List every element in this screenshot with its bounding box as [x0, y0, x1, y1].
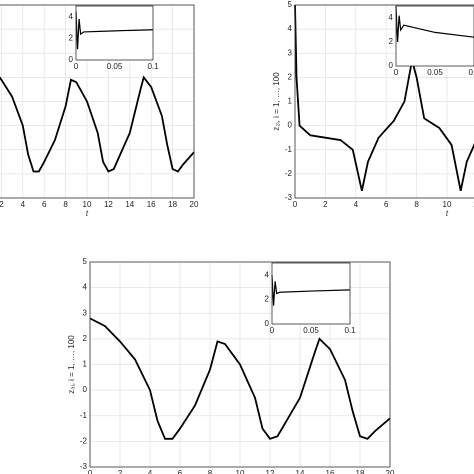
y-tick-label: 2 — [288, 72, 293, 81]
y-tick-label: 1 — [83, 360, 88, 369]
x-tick-label: 16 — [147, 200, 156, 209]
x-tick-label: 4 — [354, 200, 359, 209]
y-tick-label: 4 — [288, 24, 293, 33]
x-tick-label: 6 — [42, 200, 47, 209]
x-tick-label: 14 — [296, 469, 305, 474]
y-axis-label: z₃ᵢ, i = 1, …, 100 — [67, 335, 76, 394]
inset-frame — [75, 5, 154, 61]
data-line — [0, 75, 195, 173]
x-tick-label: 2 — [323, 200, 328, 209]
x-tick-label: 10 — [83, 200, 92, 209]
x-tick-label: 2 — [118, 469, 123, 474]
x-tick-label: 12 — [104, 200, 113, 209]
inset-background — [76, 6, 153, 60]
x-tick-label: 0 — [88, 469, 93, 474]
y-tick-label: 4 — [83, 283, 88, 292]
x-tick-label: 18 — [168, 200, 177, 209]
x-tick-label: 0 — [293, 200, 298, 209]
y-tick-label: 0 — [288, 121, 293, 130]
inset-line — [395, 5, 474, 43]
inset-frame — [395, 5, 474, 67]
y-tick-label: 0 — [265, 319, 270, 328]
x-tick-label: 0.1 — [344, 326, 356, 335]
axes-frame — [89, 261, 391, 468]
x-tick-label: 0 — [394, 68, 399, 77]
inset-line — [75, 11, 154, 50]
data-line — [294, 4, 474, 191]
x-tick-label: 0.05 — [427, 68, 443, 77]
y-tick-label: -2 — [80, 436, 88, 445]
axes-frame — [294, 4, 474, 199]
y-tick-label: 2 — [389, 37, 394, 46]
x-tick-label: 0 — [74, 62, 79, 71]
x-tick-label: 16 — [326, 469, 335, 474]
x-tick-label: 20 — [386, 469, 395, 474]
y-tick-label: 3 — [83, 308, 88, 317]
x-tick-label: 0.05 — [303, 326, 319, 335]
x-tick-label: 6 — [384, 200, 389, 209]
x-axis-label: t — [86, 209, 89, 218]
x-tick-label: 0 — [270, 326, 275, 335]
y-tick-label: 4 — [265, 270, 270, 279]
y-tick-label: -3 — [285, 193, 293, 202]
x-tick-label: 0.05 — [107, 62, 123, 71]
y-tick-label: -2 — [285, 169, 293, 178]
x-tick-label: 12 — [473, 200, 474, 209]
data-line — [89, 317, 391, 440]
x-tick-label: 6 — [178, 469, 183, 474]
y-tick-label: 3 — [288, 48, 293, 57]
x-tick-label: 0.1 — [468, 68, 474, 77]
x-tick-label: 10 — [443, 200, 452, 209]
y-tick-label: 5 — [83, 257, 88, 266]
x-tick-label: 2 — [0, 200, 4, 209]
y-tick-label: 5 — [288, 0, 293, 9]
x-tick-label: 20 — [190, 200, 199, 209]
x-tick-label: 0.1 — [147, 62, 159, 71]
y-tick-label: 0 — [83, 385, 88, 394]
x-tick-label: 14 — [125, 200, 134, 209]
x-axis-label: t — [446, 209, 449, 218]
axes-frame — [0, 4, 195, 199]
x-tick-label: 8 — [63, 200, 68, 209]
y-tick-label: 0 — [69, 55, 74, 64]
y-tick-label: 4 — [69, 12, 74, 21]
y-tick-label: -3 — [80, 462, 88, 471]
x-tick-label: 4 — [148, 469, 153, 474]
x-tick-label: 8 — [414, 200, 419, 209]
y-tick-label: 0 — [389, 61, 394, 70]
inset-background — [272, 263, 350, 324]
y-tick-label: -1 — [80, 411, 88, 420]
y-tick-label: 2 — [83, 334, 88, 343]
inset-frame — [271, 262, 351, 325]
x-tick-label: 4 — [21, 200, 26, 209]
y-tick-label: -1 — [285, 145, 293, 154]
x-tick-label: 8 — [208, 469, 213, 474]
x-tick-label: 10 — [236, 469, 245, 474]
x-tick-label: 12 — [266, 469, 275, 474]
y-tick-label: 2 — [69, 34, 74, 43]
inset-line — [271, 275, 351, 306]
y-tick-label: 1 — [288, 97, 293, 106]
y-axis-label: z₂ᵢ, i = 1, …, 100 — [272, 72, 281, 131]
x-tick-label: 18 — [356, 469, 365, 474]
y-tick-label: 2 — [265, 295, 270, 304]
y-tick-label: 4 — [389, 13, 394, 22]
